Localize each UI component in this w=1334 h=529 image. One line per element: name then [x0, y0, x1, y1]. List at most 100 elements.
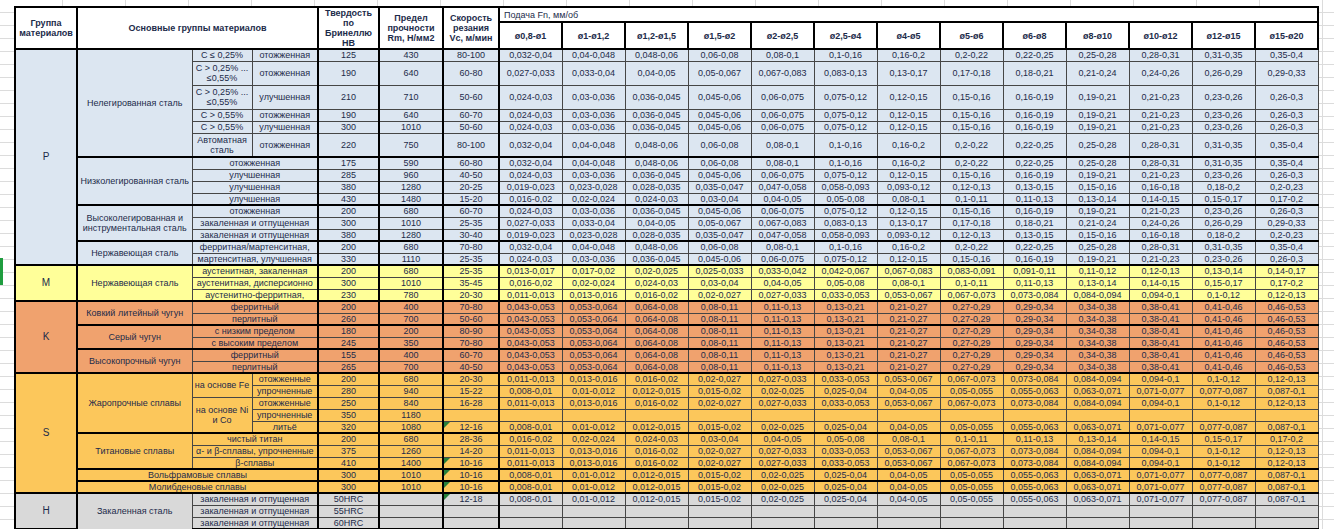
cell-cutting-speed[interactable]: 16-28	[443, 397, 499, 409]
cell-feed[interactable]: 0,043-0,053	[499, 361, 562, 373]
cell-strength-rm[interactable]: 940	[379, 385, 443, 397]
cell-feed[interactable]	[1255, 505, 1318, 517]
cell-feed[interactable]: 0,067-0,073	[940, 397, 1003, 409]
column-header-speed[interactable]: Скорость резания Vc, м/мин	[443, 7, 499, 49]
cell-feed[interactable]	[562, 505, 625, 517]
cell-feed[interactable]: 0,04-0,048	[562, 157, 625, 169]
cell-feed[interactable]: 0,02-0,025	[751, 385, 814, 397]
cell-feed[interactable]: 0,17-0,2	[1255, 433, 1318, 445]
cell-feed[interactable]: 0,04-0,05	[877, 421, 940, 433]
cell-feed[interactable]: 0,19-0,21	[1066, 169, 1129, 181]
cell-feed[interactable]: 0,15-0,17	[1192, 433, 1255, 445]
cell-feed[interactable]: 0,1-0,16	[814, 157, 877, 169]
cell-feed[interactable]: 0,34-0,38	[1066, 361, 1129, 373]
cell-feed[interactable]	[1066, 505, 1129, 517]
cell-material-state[interactable]: ферритная/мартенситная,	[192, 241, 318, 253]
cell-feed[interactable]: 0,008-0,01	[499, 493, 562, 505]
cell-feed[interactable]: 0,13-0,21	[814, 313, 877, 325]
cell-feed[interactable]: 0,064-0,08	[625, 361, 688, 373]
cell-cutting-speed[interactable]: 50-60	[443, 121, 499, 133]
cell-feed[interactable]: 0,19-0,21	[1066, 205, 1129, 217]
cell-material-subgroup[interactable]: C ≤ 0,25%	[192, 49, 252, 61]
cell-strength-rm[interactable]: 1260	[379, 445, 443, 457]
cell-feed[interactable]: 0,06-0,08	[688, 49, 751, 61]
cell-strength-rm[interactable]: 640	[379, 109, 443, 121]
cell-hardness-hb[interactable]: 430	[318, 193, 379, 205]
cell-hardness-hb[interactable]: 300	[318, 121, 379, 133]
cell-feed[interactable]: 0,25-0,28	[1066, 241, 1129, 253]
cell-feed[interactable]: 0,03-0,036	[562, 205, 625, 217]
cell-cutting-speed[interactable]	[443, 409, 499, 421]
cell-feed[interactable]: 0,17-0,2	[1255, 277, 1318, 289]
cell-strength-rm[interactable]	[379, 493, 443, 505]
cell-feed[interactable]: 0,033-0,04	[562, 61, 625, 85]
cell-feed[interactable]: 0,053-0,067	[877, 457, 940, 469]
cell-feed[interactable]: 0,22-0,25	[1003, 157, 1066, 169]
cell-cutting-speed[interactable]: 80-90	[443, 325, 499, 337]
cell-family-name[interactable]: Нелегированная сталь	[77, 49, 192, 157]
cell-feed[interactable]	[499, 517, 562, 529]
cell-feed[interactable]: 0,064-0,08	[625, 325, 688, 337]
cell-feed[interactable]: 0,2-0,23	[1255, 229, 1318, 241]
cell-feed[interactable]	[562, 517, 625, 529]
cell-feed[interactable]: 0,03-0,04	[688, 277, 751, 289]
cell-feed[interactable]: 0,14-0,17	[1255, 265, 1318, 277]
column-header-hardness[interactable]: Твердость по Бринеллю HB	[318, 7, 379, 49]
cell-feed[interactable]: 0,14-0,15	[1129, 277, 1192, 289]
cell-material-state[interactable]: ферритный	[192, 349, 318, 361]
cell-feed[interactable]: 0,028-0,035	[625, 181, 688, 193]
cell-feed[interactable]: 0,071-0,077	[1129, 481, 1192, 493]
cell-hardness-hb[interactable]: 190	[318, 61, 379, 85]
cell-cutting-speed[interactable]: 28-36	[443, 433, 499, 445]
cell-feed[interactable]: 0,016-0,02	[625, 445, 688, 457]
cell-feed[interactable]: 0,047-0,058	[751, 181, 814, 193]
cell-feed[interactable]: 0,087-0,1	[1255, 385, 1318, 397]
cell-feed[interactable]: 0,1-0,16	[814, 133, 877, 157]
cell-feed[interactable]: 0,21-0,27	[877, 313, 940, 325]
cell-feed[interactable]: 0,047-0,058	[751, 229, 814, 241]
cell-feed[interactable]: 0,067-0,073	[940, 457, 1003, 469]
cell-feed[interactable]: 0,01-0,012	[562, 421, 625, 433]
cell-feed[interactable]: 0,075-0,12	[814, 121, 877, 133]
cell-feed[interactable]	[688, 409, 751, 421]
cell-feed[interactable]: 0,015-0,02	[688, 421, 751, 433]
cell-feed[interactable]: 0,11-0,13	[1003, 433, 1066, 445]
cell-family-name[interactable]: Серый чугун	[77, 325, 192, 349]
cell-feed[interactable]	[1066, 517, 1129, 529]
cell-feed[interactable]: 0,17-0,2	[1255, 193, 1318, 205]
cell-feed[interactable]: 0,045-0,06	[688, 109, 751, 121]
cell-feed[interactable]: 0,21-0,27	[877, 337, 940, 349]
cell-cutting-speed[interactable]: 10-16	[443, 457, 499, 469]
cell-feed[interactable]: 0,067-0,083	[751, 217, 814, 229]
cell-feed[interactable]: 0,06-0,075	[751, 121, 814, 133]
cell-feed[interactable]: 0,083-0,13	[814, 217, 877, 229]
cell-feed[interactable]: 0,053-0,067	[877, 445, 940, 457]
cell-cutting-speed[interactable]: 80-100	[443, 49, 499, 61]
cell-hardness-hb[interactable]: 220	[318, 133, 379, 157]
cell-feed[interactable]: 0,053-0,067	[877, 373, 940, 385]
cell-cutting-speed[interactable]: 10-16	[443, 481, 499, 493]
cell-feed[interactable]: 0,18-0,21	[1003, 217, 1066, 229]
cell-feed[interactable]: 0,02-0,025	[751, 421, 814, 433]
cell-feed[interactable]: 0,02-0,024	[562, 193, 625, 205]
cell-family-name[interactable]: Нержавеющая сталь	[77, 265, 192, 301]
cell-feed[interactable]: 0,16-0,18	[1129, 229, 1192, 241]
cell-feed[interactable]: 0,091-0,11	[1003, 265, 1066, 277]
cell-feed[interactable]: 0,094-0,1	[1129, 457, 1192, 469]
cell-feed[interactable]: 0,043-0,053	[499, 313, 562, 325]
cell-feed[interactable]: 0,04-0,05	[751, 193, 814, 205]
cell-feed[interactable]: 0,41-0,46	[1192, 313, 1255, 325]
cell-feed[interactable]: 0,22-0,25	[1003, 49, 1066, 61]
cell-cutting-speed[interactable]: 25-35	[443, 265, 499, 277]
cell-feed[interactable]: 0,06-0,075	[751, 109, 814, 121]
cell-material-state[interactable]: аустенитно-ферритная,	[192, 289, 318, 301]
cell-cutting-speed[interactable]: 14-20	[443, 445, 499, 457]
cell-feed[interactable]: 0,067-0,073	[940, 289, 1003, 301]
cell-feed[interactable]: 0,024-0,03	[625, 193, 688, 205]
cell-feed[interactable]: 0,043-0,053	[499, 349, 562, 361]
cell-feed[interactable]: 0,071-0,077	[1129, 385, 1192, 397]
cell-feed[interactable]: 0,013-0,016	[562, 373, 625, 385]
cell-feed[interactable]: 0,036-0,045	[625, 85, 688, 109]
cell-feed[interactable]: 0,024-0,03	[499, 169, 562, 181]
cell-feed[interactable]: 0,02-0,027	[688, 445, 751, 457]
